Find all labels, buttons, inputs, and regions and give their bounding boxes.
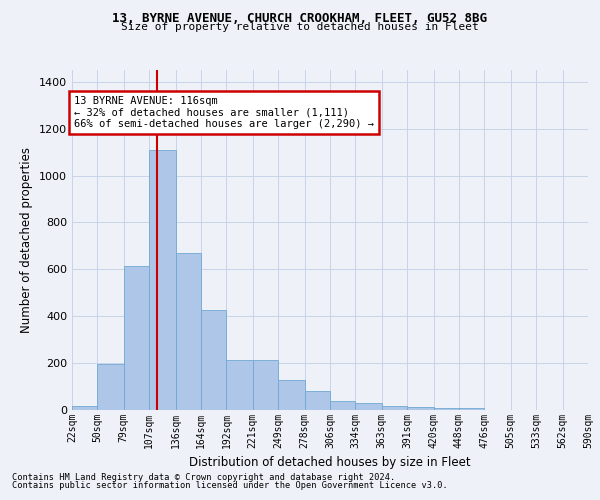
Bar [72, 406, 97, 410]
Bar [434, 408, 459, 410]
Bar [201, 310, 226, 410]
Text: Contains public sector information licensed under the Open Government Licence v3: Contains public sector information licen… [12, 481, 448, 490]
Bar [459, 408, 484, 410]
Text: Contains HM Land Registry data © Crown copyright and database right 2024.: Contains HM Land Registry data © Crown c… [12, 472, 395, 482]
Bar [278, 380, 305, 410]
Bar [407, 407, 434, 410]
Bar [226, 360, 253, 410]
Text: 13 BYRNE AVENUE: 116sqm
← 32% of detached houses are smaller (1,111)
66% of semi: 13 BYRNE AVENUE: 116sqm ← 32% of detache… [74, 96, 374, 129]
Text: 13, BYRNE AVENUE, CHURCH CROOKHAM, FLEET, GU52 8BG: 13, BYRNE AVENUE, CHURCH CROOKHAM, FLEET… [113, 12, 487, 26]
Y-axis label: Number of detached properties: Number of detached properties [20, 147, 34, 333]
Bar [176, 253, 201, 410]
Bar [97, 364, 124, 410]
Text: Size of property relative to detached houses in Fleet: Size of property relative to detached ho… [121, 22, 479, 32]
Bar [355, 403, 382, 410]
Bar [305, 391, 330, 410]
Bar [149, 150, 176, 410]
Bar [330, 400, 355, 410]
Bar [382, 406, 407, 410]
X-axis label: Distribution of detached houses by size in Fleet: Distribution of detached houses by size … [189, 456, 471, 469]
Bar [124, 266, 149, 410]
Bar [253, 360, 278, 410]
